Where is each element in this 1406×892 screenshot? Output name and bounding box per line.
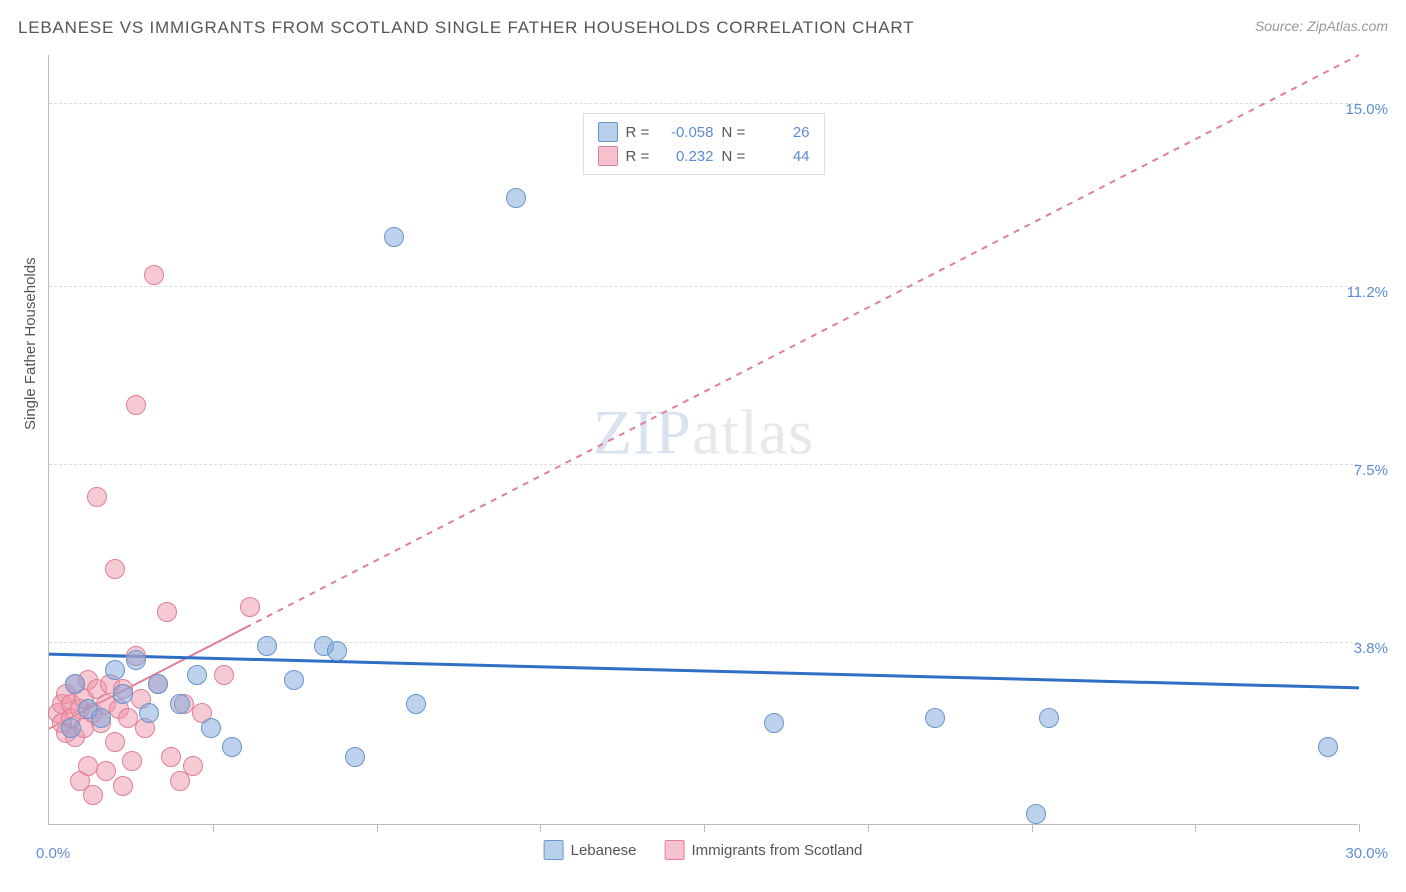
- data-point-lebanese: [506, 188, 526, 208]
- data-point-scotland: [157, 602, 177, 622]
- swatch-scotland-icon: [598, 146, 618, 166]
- stats-legend: R = -0.058 N = 26 R = 0.232 N = 44: [583, 113, 825, 175]
- data-point-lebanese: [1318, 737, 1338, 757]
- swatch-lebanese-icon: [544, 840, 564, 860]
- chart-title: LEBANESE VS IMMIGRANTS FROM SCOTLAND SIN…: [18, 18, 914, 38]
- data-point-scotland: [144, 265, 164, 285]
- chart-container: LEBANESE VS IMMIGRANTS FROM SCOTLAND SIN…: [0, 0, 1406, 892]
- n-label: N =: [722, 148, 746, 165]
- data-point-lebanese: [925, 708, 945, 728]
- data-point-lebanese: [113, 684, 133, 704]
- data-point-lebanese: [345, 747, 365, 767]
- plot-area: ZIPatlas R = -0.058 N = 26 R = 0.232 N =…: [48, 55, 1358, 825]
- legend-item-scotland: Immigrants from Scotland: [665, 840, 863, 860]
- y-tick-label: 15.0%: [1345, 101, 1388, 118]
- data-point-lebanese: [61, 718, 81, 738]
- data-point-scotland: [113, 776, 133, 796]
- data-point-lebanese: [126, 650, 146, 670]
- data-point-scotland: [240, 597, 260, 617]
- data-point-lebanese: [201, 718, 221, 738]
- n-value-lebanese: 26: [754, 124, 810, 141]
- data-point-lebanese: [406, 694, 426, 714]
- data-point-scotland: [96, 761, 116, 781]
- data-point-scotland: [87, 487, 107, 507]
- stats-row-lebanese: R = -0.058 N = 26: [598, 120, 810, 144]
- legend-label-lebanese: Lebanese: [571, 842, 637, 859]
- swatch-lebanese-icon: [598, 122, 618, 142]
- data-point-scotland: [122, 751, 142, 771]
- data-point-lebanese: [257, 636, 277, 656]
- series-legend: Lebanese Immigrants from Scotland: [544, 840, 863, 860]
- data-point-lebanese: [284, 670, 304, 690]
- y-tick-label: 11.2%: [1347, 284, 1388, 301]
- y-tick-label: 3.8%: [1354, 640, 1388, 657]
- n-value-scotland: 44: [754, 148, 810, 165]
- source-attribution: Source: ZipAtlas.com: [1255, 18, 1388, 34]
- data-point-scotland: [105, 559, 125, 579]
- data-point-scotland: [83, 785, 103, 805]
- data-point-scotland: [183, 756, 203, 776]
- x-min-label: 0.0%: [36, 845, 70, 862]
- n-label: N =: [722, 124, 746, 141]
- stats-row-scotland: R = 0.232 N = 44: [598, 144, 810, 168]
- data-point-lebanese: [764, 713, 784, 733]
- data-point-lebanese: [222, 737, 242, 757]
- y-tick-label: 7.5%: [1354, 462, 1388, 479]
- r-value-lebanese: -0.058: [658, 124, 714, 141]
- x-max-label: 30.0%: [1345, 845, 1388, 862]
- data-point-lebanese: [187, 665, 207, 685]
- data-point-lebanese: [384, 227, 404, 247]
- swatch-scotland-icon: [665, 840, 685, 860]
- data-point-lebanese: [148, 674, 168, 694]
- r-label: R =: [626, 124, 650, 141]
- r-value-scotland: 0.232: [658, 148, 714, 165]
- data-point-lebanese: [327, 641, 347, 661]
- data-point-lebanese: [170, 694, 190, 714]
- data-point-lebanese: [1026, 804, 1046, 824]
- data-point-lebanese: [139, 703, 159, 723]
- data-point-lebanese: [65, 674, 85, 694]
- data-point-scotland: [214, 665, 234, 685]
- data-point-scotland: [126, 395, 146, 415]
- r-label: R =: [626, 148, 650, 165]
- data-point-lebanese: [1039, 708, 1059, 728]
- legend-item-lebanese: Lebanese: [544, 840, 637, 860]
- data-point-scotland: [161, 747, 181, 767]
- legend-label-scotland: Immigrants from Scotland: [692, 842, 863, 859]
- data-point-lebanese: [105, 660, 125, 680]
- y-axis-label: Single Father Households: [22, 257, 39, 430]
- data-point-lebanese: [91, 708, 111, 728]
- data-point-scotland: [105, 732, 125, 752]
